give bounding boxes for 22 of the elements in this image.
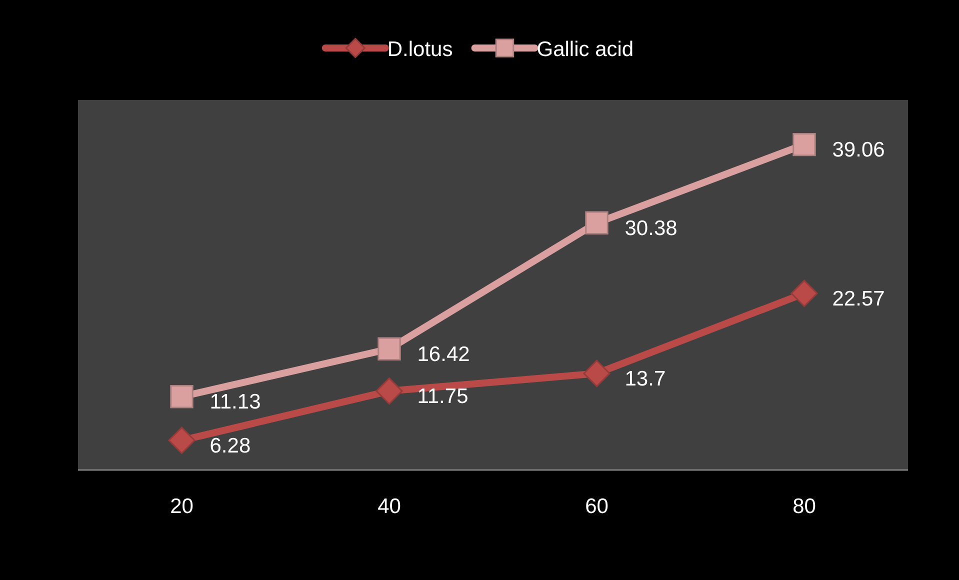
point [583, 360, 610, 388]
legend-label: D.lotus [387, 38, 453, 61]
point [376, 377, 403, 405]
legend-label: Gallic acid [536, 38, 634, 61]
point [792, 132, 816, 156]
point [585, 211, 608, 235]
x-tick-label: 80 [792, 494, 816, 518]
data-label: 22.57 [832, 287, 885, 310]
data-label: 11.13 [210, 390, 261, 414]
point [790, 280, 818, 307]
data-label: 13.7 [624, 367, 666, 390]
point [378, 337, 401, 360]
x-tick-label: 20 [170, 494, 194, 518]
x-tick-label: 40 [378, 494, 401, 518]
x-tick-label: 60 [585, 494, 608, 518]
data-label: 6.28 [210, 434, 251, 458]
data-label: 39.06 [832, 138, 885, 162]
data-label: 11.75 [417, 385, 468, 408]
point [168, 426, 196, 454]
data-label: 16.42 [417, 342, 470, 366]
data-label: 30.38 [624, 216, 678, 240]
point [170, 385, 194, 408]
